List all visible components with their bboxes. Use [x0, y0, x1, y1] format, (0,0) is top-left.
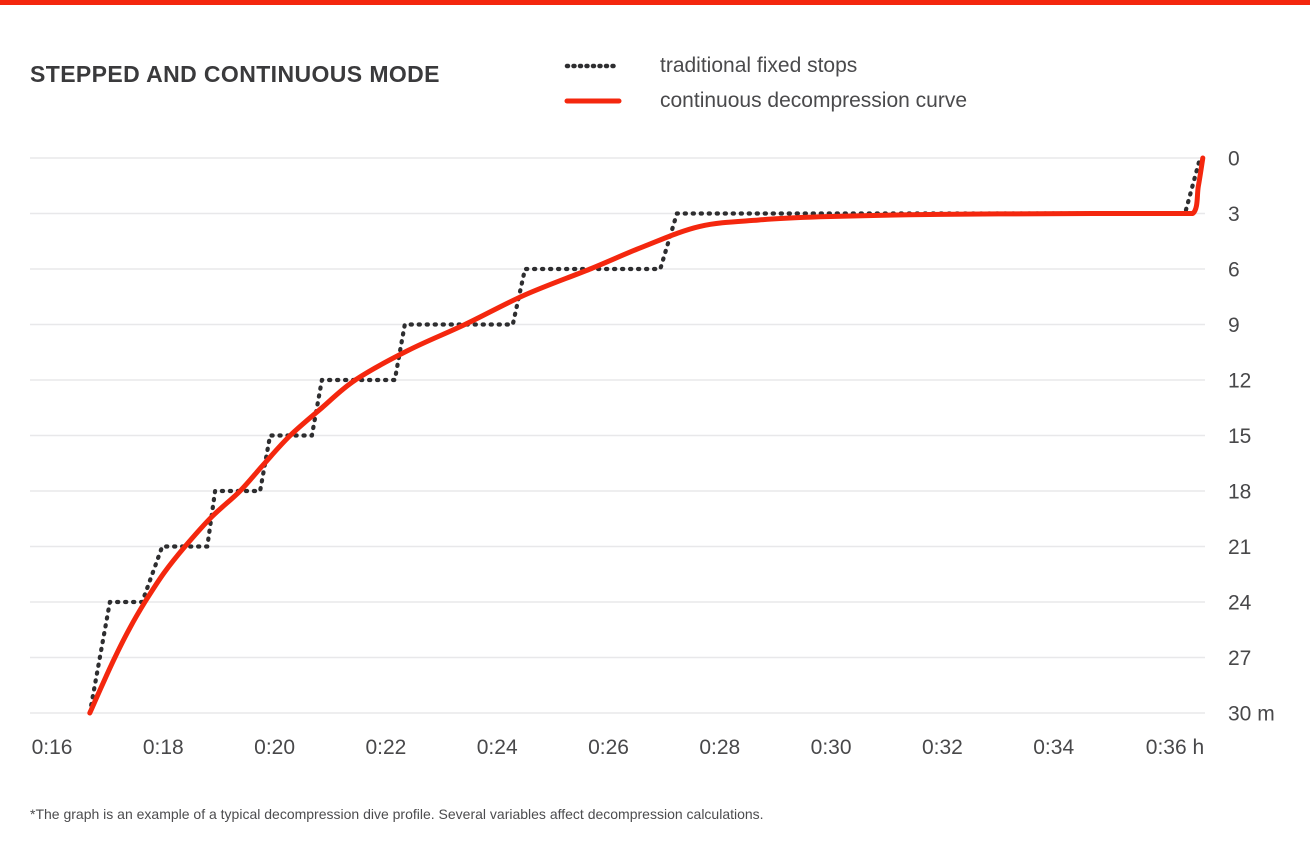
- footnote: *The graph is an example of a typical de…: [30, 806, 764, 822]
- x-tick-label: 0:32: [922, 736, 963, 759]
- y-tick-label: 18: [1228, 480, 1251, 503]
- x-tick-label: 0:36 h: [1146, 736, 1204, 759]
- x-tick-label: 0:26: [588, 736, 629, 759]
- legend-item-continuous-curve: continuous decompression curve: [563, 83, 967, 118]
- page-title: STEPPED AND CONTINUOUS MODE: [30, 61, 440, 88]
- legend-item-traditional-fixed-stops: traditional fixed stops: [563, 48, 967, 83]
- dotted-line-swatch: [564, 63, 622, 68]
- y-tick-label: 15: [1228, 425, 1251, 448]
- y-tick-label: 6: [1228, 258, 1240, 281]
- y-tick-label: 30 m: [1228, 702, 1275, 725]
- legend-label: continuous decompression curve: [660, 88, 968, 112]
- x-tick-label: 0:24: [477, 736, 518, 759]
- y-tick-label: 21: [1228, 536, 1251, 559]
- y-tick-label: 24: [1228, 591, 1252, 614]
- solid-line-swatch: [564, 98, 622, 103]
- x-tick-label: 0:18: [143, 736, 184, 759]
- brand-accent-bar: [0, 0, 1310, 5]
- y-tick-label: 0: [1228, 147, 1240, 170]
- x-tick-label: 0:22: [365, 736, 406, 759]
- y-tick-label: 27: [1228, 647, 1251, 670]
- x-tick-label: 0:28: [699, 736, 740, 759]
- y-tick-label: 3: [1228, 203, 1240, 226]
- legend: traditional fixed stops continuous decom…: [563, 48, 967, 118]
- series-continuous-curve: [87, 155, 1206, 716]
- y-tick-label: 9: [1228, 314, 1240, 337]
- legend-label: traditional fixed stops: [660, 53, 858, 77]
- series-traditional-fixed-stops: [87, 155, 1203, 716]
- x-tick-label: 0:20: [254, 736, 295, 759]
- x-tick-label: 0:30: [811, 736, 852, 759]
- y-tick-label: 12: [1228, 369, 1251, 392]
- x-tick-label: 0:34: [1033, 736, 1074, 759]
- x-tick-label: 0:16: [32, 736, 73, 759]
